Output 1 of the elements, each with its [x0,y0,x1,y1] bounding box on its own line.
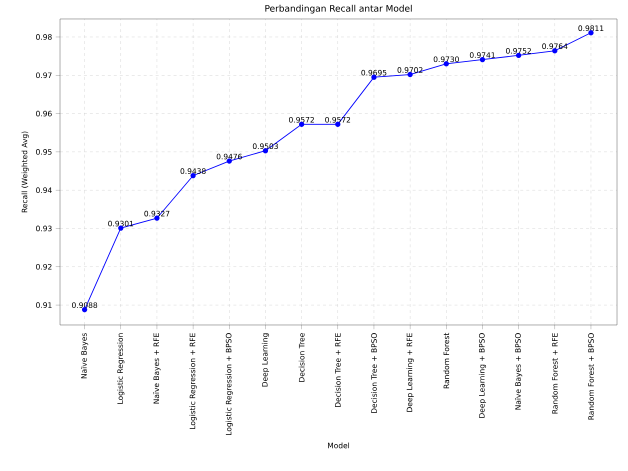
chart-title: Perbandingan Recall antar Model [265,4,412,14]
